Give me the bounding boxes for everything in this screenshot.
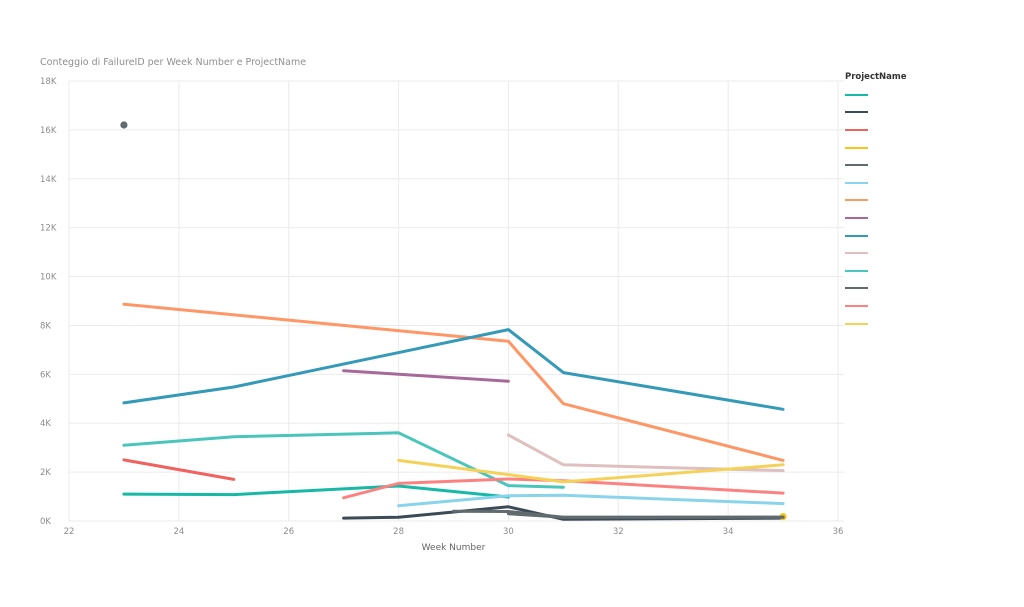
y-tick-label-4: 8K (40, 321, 51, 331)
x-tick-label-4: 30 (503, 527, 514, 537)
series-12 (506, 512, 785, 519)
legend-title: ProjectName (845, 72, 907, 82)
series-lines (120, 121, 787, 521)
series-2-line (342, 505, 785, 521)
series-14 (397, 458, 785, 484)
legend-swatch-7 (845, 199, 868, 202)
y-tick-label-0: 0K (40, 517, 51, 527)
legend-swatch-9 (845, 234, 868, 237)
y-tick-label-3: 6K (40, 370, 51, 380)
series-3-line (122, 458, 236, 481)
series-6-line (397, 493, 785, 508)
x-tick-label-1: 24 (173, 527, 184, 537)
series-11 (122, 431, 565, 489)
series-6 (397, 493, 785, 508)
series-10 (506, 433, 785, 473)
legend-item-7[interactable] (845, 192, 907, 210)
legend-swatch-5 (845, 164, 868, 167)
y-tick-label-6: 12K (40, 224, 57, 234)
legend-item-8[interactable] (845, 209, 907, 227)
series-7 (122, 302, 785, 462)
series-1 (122, 484, 510, 499)
x-tick-label-5: 32 (613, 527, 624, 537)
series-10-line (506, 433, 785, 473)
series-14-line (397, 458, 785, 484)
legend-item-10[interactable] (845, 244, 907, 262)
legend-item-12[interactable] (845, 280, 907, 298)
series-13-line (342, 477, 785, 500)
series-8-line (342, 369, 510, 383)
legend-item-5[interactable] (845, 156, 907, 174)
legend-swatch-14 (845, 322, 868, 325)
gridlines (68, 80, 844, 522)
legend-swatch-11 (845, 269, 868, 272)
series-12-line (506, 512, 785, 519)
legend-swatch-12 (845, 287, 868, 290)
legend-swatch-6 (845, 181, 868, 184)
y-tick-label-5: 10K (40, 273, 57, 283)
legend-swatch-3 (845, 128, 868, 131)
series-3 (122, 458, 236, 481)
x-axis-label: Week Number (422, 543, 486, 553)
x-tick-label-6: 34 (723, 527, 734, 537)
y-tick-label-9: 18K (40, 77, 57, 87)
legend-items (845, 86, 907, 332)
legend-item-11[interactable] (845, 262, 907, 280)
legend-item-13[interactable] (845, 297, 907, 315)
series-8 (342, 369, 510, 383)
x-tick-label-2: 26 (283, 527, 294, 537)
x-tick-label-3: 28 (393, 527, 404, 537)
series-7-line (122, 302, 785, 462)
chart-title: Conteggio di FailureID per Week Number e… (40, 57, 307, 68)
legend-swatch-1 (845, 93, 868, 96)
series-9 (122, 328, 785, 411)
series-5-point-1 (120, 121, 128, 129)
legend-item-9[interactable] (845, 227, 907, 245)
y-tick-label-1: 2K (40, 468, 51, 478)
series-11-line (122, 431, 565, 489)
series-2 (342, 505, 785, 521)
x-tick-label-7: 36 (833, 527, 844, 537)
legend-item-3[interactable] (845, 121, 907, 139)
axis-ticks: 0K 2K 4K 6K 8K 10K 12K 14K 16K 18K 22 24 26 28 30 32 34 3… (40, 77, 843, 537)
legend-swatch-10 (845, 252, 868, 255)
legend-swatch-13 (845, 304, 868, 307)
legend-item-14[interactable] (845, 315, 907, 333)
series-1-line (122, 484, 510, 499)
legend-item-1[interactable] (845, 86, 907, 104)
y-tick-label-2: 4K (40, 419, 51, 429)
legend-swatch-8 (845, 216, 868, 219)
series-9-line (122, 328, 785, 411)
legend-swatch-2 (845, 111, 868, 114)
x-tick-label-0: 22 (64, 527, 75, 537)
y-tick-label-8: 16K (40, 126, 57, 136)
legend-item-4[interactable] (845, 139, 907, 157)
legend-item-6[interactable] (845, 174, 907, 192)
legend-item-2[interactable] (845, 104, 907, 122)
legend: ProjectName (845, 72, 907, 332)
y-tick-label-7: 14K (40, 175, 57, 185)
series-13 (342, 477, 785, 500)
legend-swatch-4 (845, 146, 868, 149)
